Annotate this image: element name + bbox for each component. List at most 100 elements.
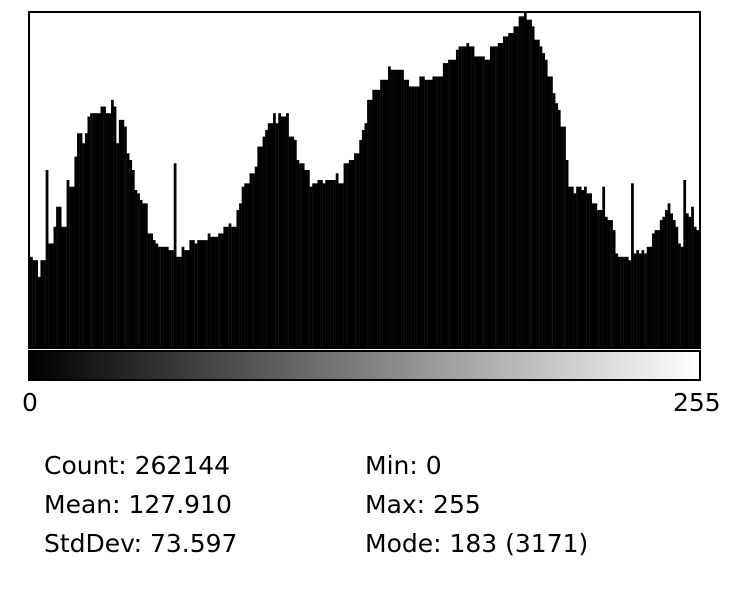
- histogram-chart: [28, 11, 701, 381]
- histogram-bar: [340, 183, 344, 347]
- histogram-bar: [388, 66, 391, 347]
- histogram-bar: [126, 153, 130, 347]
- histogram-bar: [265, 129, 268, 347]
- histogram-bar: [471, 46, 475, 348]
- histogram-bar: [693, 226, 697, 347]
- histogram-bar: [550, 76, 553, 348]
- histogram-bar: [453, 59, 457, 347]
- histogram-bar: [252, 173, 255, 347]
- histogram-bar: [327, 180, 331, 347]
- histogram-bar: [309, 186, 313, 347]
- histogram-bar: [361, 129, 365, 347]
- histogram-bar: [560, 126, 564, 347]
- histogram-bar: [508, 33, 511, 347]
- histogram-bar: [160, 246, 164, 347]
- stat-count: Count: 262144: [44, 451, 231, 480]
- histogram-bar: [53, 226, 57, 347]
- histogram-bar: [482, 56, 485, 348]
- histogram-bar: [152, 240, 156, 347]
- histogram-bar: [390, 69, 394, 347]
- histogram-bar: [288, 136, 292, 347]
- histogram-bar: [45, 169, 49, 347]
- histogram-bar: [393, 69, 397, 347]
- histogram-bar: [547, 76, 551, 348]
- histogram-bar: [233, 226, 237, 347]
- histogram-bar: [92, 113, 96, 347]
- histogram-bar: [421, 76, 425, 348]
- histogram-bar: [570, 186, 574, 347]
- histogram-bar: [678, 243, 681, 347]
- histogram-bar: [223, 226, 227, 347]
- histogram-bar: [273, 113, 276, 347]
- histogram-bar: [165, 246, 169, 347]
- histogram-bar: [228, 223, 232, 347]
- histogram-bar: [262, 136, 266, 347]
- histogram-bar: [181, 246, 185, 347]
- histogram-bar: [299, 163, 302, 347]
- histogram-bar: [210, 236, 214, 347]
- histogram-bar: [685, 213, 689, 347]
- histogram-bar: [330, 180, 334, 347]
- histogram-bar: [131, 169, 135, 347]
- histogram-bar: [351, 159, 355, 347]
- histogram-bar: [427, 79, 430, 348]
- histogram-bar: [516, 26, 519, 348]
- histogram-bar: [116, 143, 119, 347]
- histogram-bar: [275, 123, 279, 347]
- histogram-bar: [346, 163, 349, 347]
- histogram-bar: [322, 183, 326, 347]
- histogram-bar: [314, 183, 318, 347]
- histogram-bar: [197, 240, 201, 347]
- histogram-bar: [599, 210, 603, 347]
- histogram-bar: [408, 86, 412, 347]
- histogram-bar: [555, 103, 559, 348]
- histogram-bar: [215, 236, 219, 347]
- histogram-bar: [30, 256, 33, 347]
- histogram-bar: [615, 253, 619, 347]
- histogram-bar: [442, 63, 446, 347]
- histogram-bar: [239, 203, 242, 347]
- histogram-bar: [696, 230, 700, 347]
- histogram-bar: [244, 183, 248, 347]
- histogram-bar: [113, 106, 117, 348]
- histogram-bar: [348, 159, 352, 347]
- histogram-bar: [372, 89, 376, 347]
- histogram-bar: [455, 49, 459, 348]
- histogram-bar: [139, 200, 143, 347]
- histogram-bar: [246, 183, 250, 347]
- histogram-bar: [395, 69, 399, 347]
- histogram-bar: [61, 226, 65, 347]
- histogram-bar: [440, 76, 444, 348]
- histogram-bar: [168, 250, 172, 347]
- histogram-bar: [651, 233, 655, 347]
- histogram-bar: [505, 36, 509, 347]
- histogram-bar: [625, 256, 629, 347]
- histogram-bar: [144, 203, 148, 347]
- histogram-bar: [333, 180, 336, 347]
- histogram-bar: [267, 123, 271, 347]
- histogram-bar: [411, 86, 415, 347]
- histogram-bar: [631, 183, 634, 347]
- histogram-bar: [584, 186, 587, 347]
- histogram-bar: [356, 153, 360, 347]
- histogram-bar: [385, 79, 389, 348]
- histogram-bar: [312, 183, 315, 347]
- histogram-bar: [617, 256, 621, 347]
- histogram-bar: [578, 186, 582, 347]
- histogram-bar: [586, 193, 590, 347]
- histogram-bar: [469, 46, 472, 348]
- histogram-bar: [66, 180, 70, 347]
- histogram-bar: [84, 133, 88, 347]
- histogram-bar: [649, 246, 653, 347]
- histogram-bar: [437, 76, 441, 348]
- histogram-bar: [301, 163, 305, 347]
- stat-min: Min: 0: [365, 451, 442, 480]
- histogram-bar: [683, 180, 687, 347]
- histogram-bar: [257, 146, 261, 347]
- histogram-bar: [432, 76, 436, 348]
- histogram-bar: [542, 53, 545, 347]
- histogram-bar: [565, 159, 569, 347]
- histogram-bar: [529, 19, 532, 348]
- histogram-bar: [419, 76, 423, 348]
- histogram-bar: [374, 89, 378, 347]
